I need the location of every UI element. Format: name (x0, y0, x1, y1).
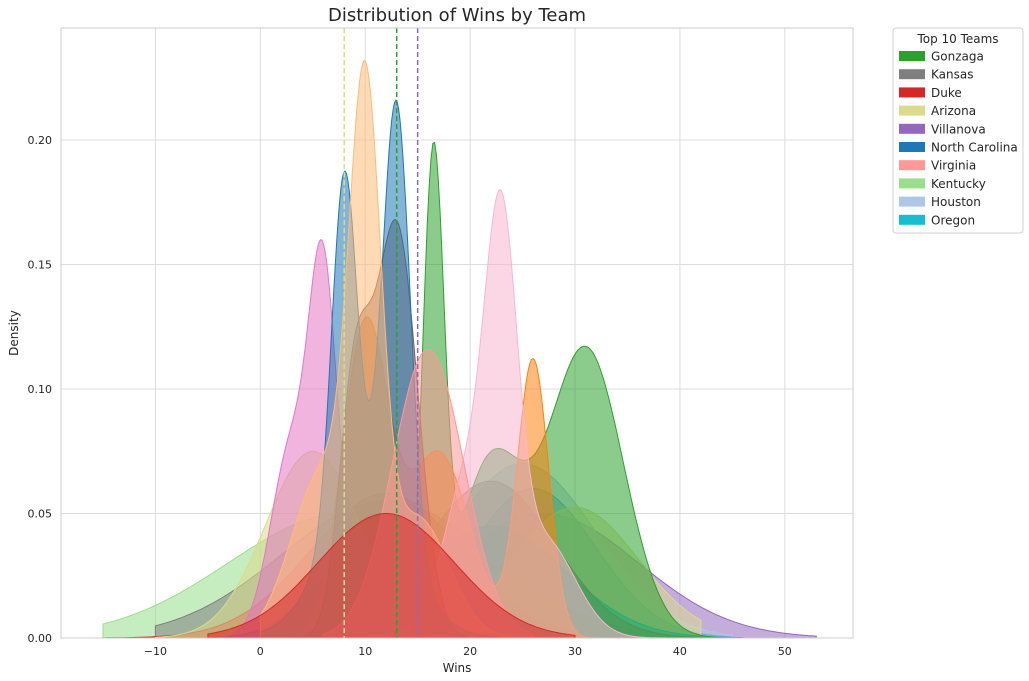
legend-label: Houston (931, 195, 981, 209)
legend-swatch (899, 214, 925, 225)
legend-swatch (899, 142, 925, 152)
y-ticks: 0.00 0.05 0.10 0.15 0.20 (28, 134, 53, 645)
legend-swatch (899, 196, 925, 207)
legend-label: Kentucky (931, 177, 986, 191)
mean-lines (343, 28, 419, 638)
x-axis-label: Wins (443, 661, 472, 675)
y-tick-label: 0.10 (28, 383, 53, 396)
x-tick-label: −10 (144, 645, 167, 658)
x-tick-label: 20 (463, 645, 477, 658)
chart-title: Distribution of Wins by Team (328, 5, 586, 26)
legend-label: Gonzaga (931, 50, 984, 64)
plot-frame (60, 27, 854, 639)
legend-swatch (899, 123, 925, 134)
density-areas (102, 59, 817, 639)
x-tick-label: 40 (673, 645, 687, 658)
x-ticks: −10 0 10 20 30 40 50 (144, 645, 792, 658)
legend-label: Kansas (931, 68, 973, 82)
y-tick-label: 0.00 (28, 632, 53, 645)
legend-swatch (899, 160, 925, 171)
x-tick-label: 10 (358, 645, 372, 658)
y-tick-label: 0.05 (28, 508, 53, 521)
legend-label: Duke (931, 86, 962, 100)
x-tick-label: 0 (257, 645, 264, 658)
y-tick-label: 0.20 (28, 134, 53, 147)
density-area (207, 513, 576, 639)
legend-swatch (899, 105, 925, 116)
legend-label: Virginia (931, 159, 976, 173)
legend-swatch (899, 51, 925, 61)
y-axis-label: Density (7, 310, 21, 356)
x-tick-label: 30 (568, 645, 582, 658)
legend-swatch (899, 87, 925, 98)
legend-label: North Carolina (931, 141, 1018, 155)
legend-label: Arizona (931, 104, 976, 118)
legend-title: Top 10 Teams (916, 32, 998, 46)
legend-swatch (899, 178, 925, 189)
legend: Top 10 Teams Gonzaga Kansas Duke Arizona Vil… (892, 27, 1024, 234)
y-tick-label: 0.15 (28, 259, 53, 272)
x-tick-label: 50 (778, 645, 792, 658)
legend-items: Gonzaga Kansas Duke Arizona Villanova North C… (899, 50, 1018, 227)
legend-box (892, 27, 1024, 234)
legend-label: Villanova (931, 122, 986, 136)
legend-label: Oregon (931, 213, 975, 227)
legend-swatch (899, 69, 925, 80)
